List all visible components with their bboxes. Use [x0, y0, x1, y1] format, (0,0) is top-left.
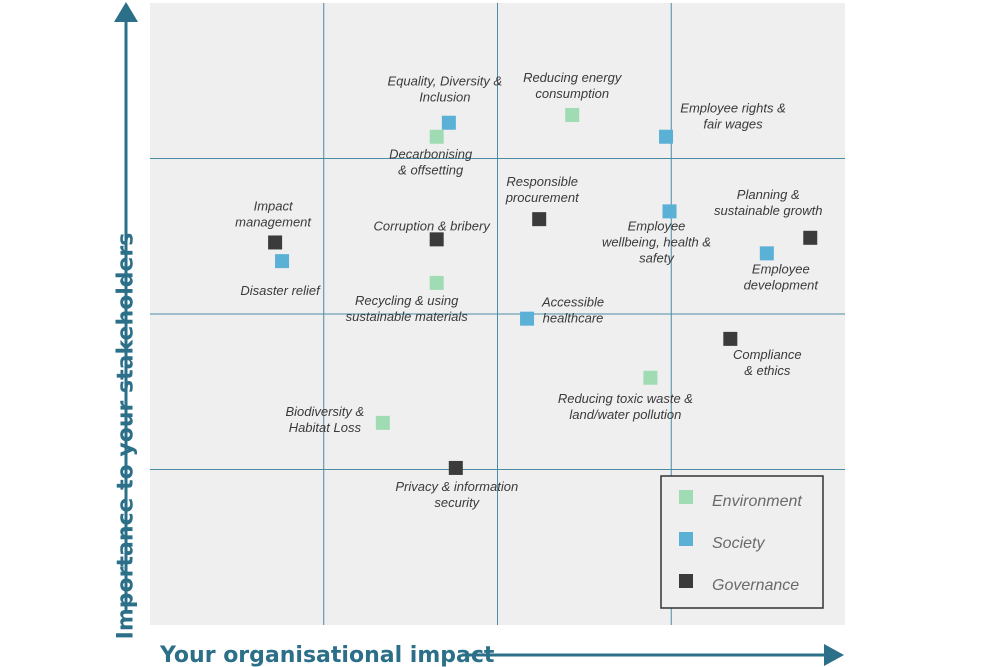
data-point-label: Employee wellbeing, health & safety [602, 218, 711, 265]
data-point-marker [723, 331, 738, 346]
x-axis-arrowhead [824, 644, 844, 666]
data-point-marker [662, 204, 677, 219]
data-point-label: Employee rights & fair wages [680, 101, 786, 132]
data-point-label: Equality, Diversity & Inclusion [388, 74, 503, 105]
legend-swatch-governance [679, 574, 693, 588]
data-point-label: Reducing energy consumption [523, 70, 623, 101]
legend-label-society: Society [712, 535, 765, 552]
data-point-marker [520, 311, 535, 326]
data-point-marker [532, 212, 547, 227]
data-point-marker [429, 129, 444, 144]
data-point-marker [643, 370, 658, 385]
data-point-label: Compliance & ethics [733, 347, 802, 378]
legend: Environment Society Governance [660, 475, 824, 609]
y-axis-title: Importance to your stakeholders [114, 233, 139, 640]
grid-lines [150, 3, 845, 625]
data-point-marker [275, 254, 290, 269]
legend-label-environment: Environment [712, 493, 802, 510]
data-point-label: Corruption & bribery [374, 218, 492, 233]
data-point-marker [448, 460, 463, 475]
x-axis-title: Your organisational impact [159, 643, 495, 667]
data-point-label: Privacy & information security [395, 479, 518, 510]
data-point-label: Disaster relief [240, 283, 321, 298]
data-point-marker [441, 115, 456, 130]
data-point-label: Impact management [235, 198, 312, 229]
legend-swatch-environment [679, 490, 693, 504]
data-point-marker [759, 246, 774, 261]
data-point-marker [803, 230, 818, 245]
data-point-label: Reducing toxic waste & land/water polluti… [558, 391, 693, 422]
data-point-marker [429, 275, 444, 290]
data-point-marker [565, 107, 580, 122]
data-point-marker [429, 232, 444, 247]
data-point-marker [375, 415, 390, 430]
data-point-label: Accessible healthcare [541, 295, 604, 326]
data-point-marker [268, 235, 283, 250]
data-point-marker [659, 129, 674, 144]
data-points [268, 107, 818, 475]
data-point-label: Planning & sustainable growth [714, 187, 822, 218]
data-point-label: Recycling & using sustainable materials [346, 293, 469, 324]
legend-label-governance: Governance [712, 577, 799, 594]
legend-swatch-society [679, 532, 693, 546]
data-point-label: Decarbonising & offsetting [389, 147, 473, 178]
data-point-label: Biodiversity & Habitat Loss [285, 404, 364, 435]
data-point-label: Responsible procurement [505, 174, 580, 205]
y-axis-arrowhead [114, 2, 138, 22]
data-point-label: Employee development [744, 261, 820, 292]
data-labels: Equality, Diversity & Inclusion Decarbonis… [235, 70, 822, 510]
